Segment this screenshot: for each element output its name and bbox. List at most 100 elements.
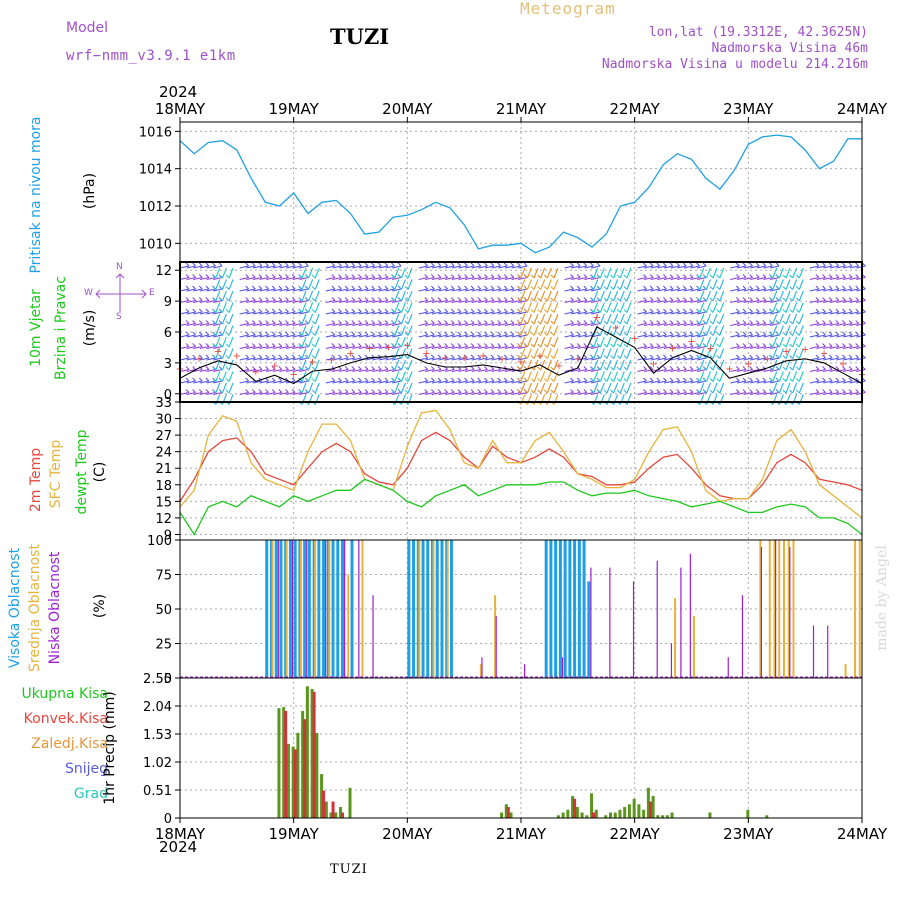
wind-barb bbox=[690, 391, 700, 396]
wind-barb-tick bbox=[358, 308, 362, 313]
wind-barb-tick bbox=[643, 285, 647, 290]
wind-barb bbox=[445, 311, 455, 315]
wind-barb-tick bbox=[404, 309, 409, 313]
wind-barb bbox=[491, 299, 501, 304]
wind-barb-tick bbox=[623, 274, 628, 279]
time-tick-label-top: 23MAY bbox=[723, 100, 774, 118]
wind-barb bbox=[365, 276, 375, 281]
wind-barb-tick bbox=[185, 320, 190, 324]
wind-barb bbox=[564, 322, 574, 327]
wind-barb-tick bbox=[450, 262, 455, 267]
cloud-bar-0 bbox=[307, 540, 311, 678]
wind-barb-tick bbox=[424, 389, 429, 393]
wind-barb bbox=[736, 357, 747, 361]
wind-barb bbox=[778, 313, 784, 325]
wind-barb bbox=[577, 334, 587, 338]
precip-bar-0 bbox=[604, 815, 608, 818]
wind-barb bbox=[697, 334, 707, 338]
wind-barb-tick bbox=[848, 366, 853, 370]
wind-barb bbox=[407, 359, 413, 371]
wind-barb bbox=[770, 322, 780, 327]
wind-barb-tick bbox=[358, 331, 362, 336]
wind-barb bbox=[179, 322, 190, 327]
wind-barb-tick bbox=[477, 274, 482, 278]
wind-barb-tick bbox=[842, 343, 846, 347]
wind-barb bbox=[358, 299, 369, 304]
wind-barb bbox=[546, 290, 552, 302]
wind-barb-tick bbox=[623, 332, 628, 336]
cloud-bar-1 bbox=[858, 540, 861, 678]
wind-barb-tick bbox=[597, 366, 601, 371]
wind-barb bbox=[571, 391, 581, 396]
wind-barb-tick bbox=[762, 331, 767, 336]
wind-barb-tick bbox=[649, 262, 654, 267]
wind-barb bbox=[279, 322, 289, 327]
wind-barb bbox=[619, 336, 625, 348]
wind-barb bbox=[504, 288, 515, 292]
wind-barb bbox=[606, 371, 612, 382]
wind-barb-tick bbox=[570, 366, 574, 370]
wind-barb bbox=[571, 288, 581, 292]
wind-barb bbox=[339, 357, 349, 361]
wind-barb-tick bbox=[477, 366, 482, 370]
wind-barb-tick bbox=[762, 377, 767, 382]
wind-barb-tick bbox=[530, 389, 535, 394]
wind-barb-tick bbox=[842, 262, 846, 267]
wind-barb bbox=[756, 334, 766, 338]
wind-barb bbox=[285, 288, 296, 292]
wind-barb bbox=[520, 336, 526, 348]
wind-barb bbox=[314, 359, 320, 371]
wind-barb-tick bbox=[742, 297, 747, 301]
wind-barb bbox=[272, 391, 282, 396]
wind-barb-tick bbox=[742, 377, 747, 382]
wind-barb bbox=[372, 380, 382, 384]
wind-barb bbox=[308, 348, 314, 359]
wind-barb bbox=[750, 299, 760, 304]
precip-conv-label: Konvek.Kisa bbox=[23, 711, 108, 727]
wind-barb bbox=[478, 276, 488, 281]
wind-barb-tick bbox=[689, 343, 694, 347]
wind-barb bbox=[179, 345, 190, 350]
wind-barb-tick bbox=[344, 331, 349, 336]
wind-barb bbox=[358, 311, 369, 315]
wind-barb-tick bbox=[590, 355, 595, 359]
wind-barb-tick bbox=[225, 274, 230, 279]
wind-barb-tick bbox=[358, 343, 362, 347]
wind-barb bbox=[670, 276, 680, 281]
wind-barb bbox=[425, 322, 435, 327]
wind-barb bbox=[464, 334, 475, 338]
cloud-bar-0 bbox=[303, 540, 307, 678]
wind-barb bbox=[266, 368, 276, 373]
wind-barb bbox=[670, 391, 680, 396]
wind-barb-tick bbox=[537, 343, 542, 348]
wind-barb-tick bbox=[351, 262, 356, 267]
wind-barb bbox=[743, 276, 753, 281]
wind-barb-tick bbox=[543, 320, 548, 325]
wind-barb-tick bbox=[583, 331, 588, 336]
wind-barb bbox=[650, 311, 660, 315]
wind-barb bbox=[798, 382, 804, 394]
wind-barb-tick bbox=[776, 332, 780, 336]
wind-barb bbox=[836, 299, 846, 304]
wind-barb bbox=[252, 322, 263, 327]
wind-barb bbox=[372, 391, 382, 396]
wind-barb bbox=[590, 357, 601, 361]
wind-barb bbox=[314, 302, 320, 313]
wind-barb-tick bbox=[735, 262, 740, 267]
wind-barb-tick bbox=[537, 378, 542, 382]
wind-barb bbox=[763, 265, 773, 269]
cloud-bar-0 bbox=[435, 540, 439, 678]
wind-barb-tick bbox=[669, 297, 674, 301]
wind-barb bbox=[511, 357, 521, 361]
wind-barb-tick bbox=[377, 389, 382, 393]
wind-barb-tick bbox=[424, 377, 429, 382]
wind-barb-tick bbox=[755, 308, 760, 313]
wind-barb bbox=[458, 276, 468, 281]
wind-barb bbox=[785, 267, 791, 279]
wind-barb bbox=[285, 391, 296, 396]
wind-barb bbox=[285, 345, 296, 350]
wind-barb bbox=[584, 345, 594, 350]
precip-hail-label: Grad bbox=[73, 786, 108, 802]
wind-barb-tick bbox=[643, 308, 647, 313]
wind-barb-tick bbox=[384, 320, 389, 324]
